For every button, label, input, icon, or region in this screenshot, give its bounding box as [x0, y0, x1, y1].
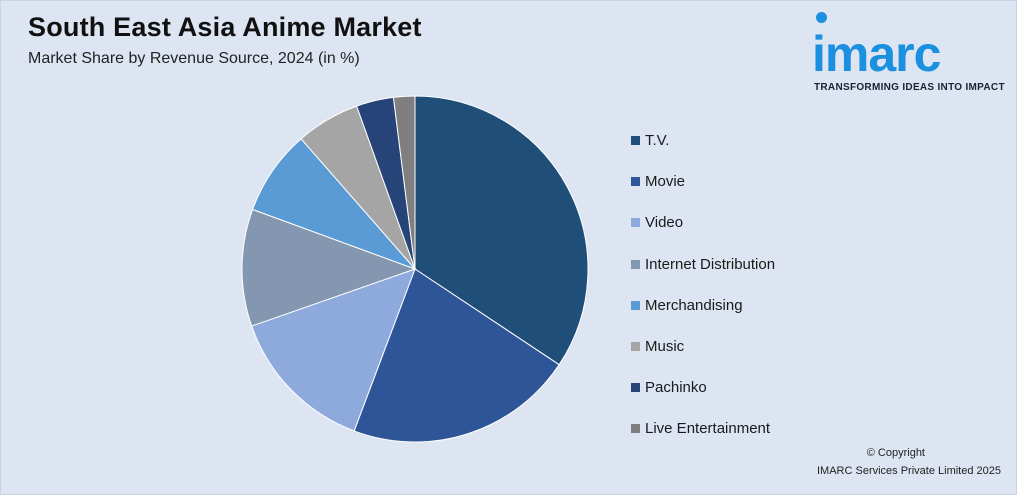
legend-item: Merchandising	[631, 285, 775, 326]
chart-legend: T.V. Movie Video Internet Distribution Merch…	[631, 120, 775, 450]
logo-dot-icon	[816, 12, 827, 23]
legend-label: Internet Distribution	[645, 255, 776, 273]
pie-slice-video	[251, 268, 416, 432]
legend-item: T.V.	[631, 120, 775, 161]
chart-title: South East Asia Anime Market	[28, 12, 422, 42]
legend-item: Video	[631, 202, 775, 243]
legend-swatch	[631, 383, 640, 393]
legend-label: Live Entertainment	[645, 420, 771, 438]
legend-swatch	[631, 259, 640, 269]
pie-slice-live-entertainment	[392, 95, 416, 270]
legend-swatch	[631, 218, 640, 228]
logo-wordmark: imarc	[812, 26, 941, 82]
legend-swatch	[631, 177, 640, 187]
logo-tagline: TRANSFORMING IDEAS INTO IMPACT	[814, 82, 1005, 93]
pie-slice-internet-distribution	[241, 208, 417, 327]
imarc-logo: imarc TRANSFORMING IDEAS INTO IMPACT	[812, 12, 1008, 98]
pie-chart	[241, 95, 589, 443]
legend-item: Internet Distribution	[631, 244, 775, 285]
legend-item: Pachinko	[631, 367, 775, 408]
legend-swatch	[631, 300, 640, 310]
legend-label: T.V.	[645, 132, 670, 150]
legend-item: Movie	[631, 161, 775, 202]
footer: © Copyright IMARC Services Private Limit…	[817, 444, 1001, 480]
legend-swatch	[631, 136, 640, 146]
legend-item: Live Entertainment	[631, 408, 775, 449]
company-text: IMARC Services Private Limited 2025	[816, 465, 1001, 477]
pie-slice-movie	[353, 268, 560, 443]
legend-label: Movie	[645, 173, 686, 191]
legend-item: Music	[631, 326, 775, 367]
chart-subtitle: Market Share by Revenue Source, 2024 (in…	[28, 50, 360, 67]
legend-label: Video	[645, 214, 684, 232]
legend-swatch	[631, 342, 640, 352]
legend-label: Music	[645, 338, 685, 356]
legend-label: Pachinko	[645, 379, 707, 397]
copyright-text: © Copyright	[866, 447, 925, 459]
legend-label: Merchandising	[645, 296, 743, 314]
legend-swatch	[631, 424, 640, 434]
